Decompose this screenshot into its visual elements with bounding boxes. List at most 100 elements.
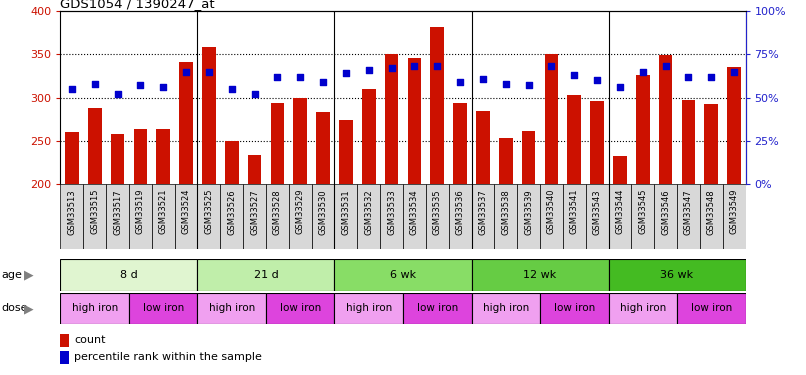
Point [636,69,649,75]
Bar [271,103,285,184]
Bar [704,104,718,184]
Point [362,67,375,73]
Bar [449,184,472,249]
Text: ▶: ▶ [24,302,34,315]
Bar [540,184,563,249]
Bar [545,54,559,184]
Bar [659,55,672,184]
Text: GSM33541: GSM33541 [570,189,579,234]
Point [613,84,626,90]
Bar [60,292,129,324]
Bar [334,292,403,324]
Bar [472,292,540,324]
Bar [65,132,79,184]
Text: GSM33536: GSM33536 [455,189,464,235]
Point [225,86,239,92]
Point [545,63,558,69]
Bar [334,184,357,249]
Text: GSM33537: GSM33537 [479,189,488,235]
Bar [129,184,152,249]
Bar [316,112,330,184]
Text: GSM33515: GSM33515 [90,189,99,234]
Point [385,65,398,71]
Bar [586,184,609,249]
Bar [243,184,266,249]
Text: age: age [2,270,23,280]
Text: low iron: low iron [143,303,184,313]
Point [704,74,717,80]
Text: 36 wk: 36 wk [660,270,694,280]
Text: high iron: high iron [346,303,392,313]
Bar [609,292,677,324]
Text: 21 d: 21 d [254,270,278,280]
Text: 12 wk: 12 wk [523,270,557,280]
Text: high iron: high iron [209,303,255,313]
Bar [110,134,124,184]
Bar [380,184,403,249]
Bar [472,259,609,291]
Text: GSM33526: GSM33526 [227,189,236,235]
Bar [677,184,700,249]
Text: GSM33534: GSM33534 [410,189,419,235]
Point [293,74,306,80]
Bar [197,184,220,249]
Bar [403,184,426,249]
Text: low iron: low iron [691,303,732,313]
Bar [700,184,723,249]
Text: dose: dose [2,303,28,313]
Text: GSM33539: GSM33539 [524,189,533,235]
Text: GSM33528: GSM33528 [273,189,282,235]
Text: high iron: high iron [483,303,529,313]
Bar [472,184,494,249]
Text: GSM33519: GSM33519 [136,189,145,234]
Bar [408,58,422,184]
Bar [266,184,289,249]
Bar [590,101,604,184]
Text: high iron: high iron [620,303,666,313]
Bar [60,259,197,291]
Bar [60,351,69,364]
Bar [156,129,170,184]
Text: high iron: high iron [72,303,118,313]
Bar [289,184,312,249]
Bar [60,184,83,249]
Bar [293,98,307,184]
Point [180,69,193,75]
Text: GSM33545: GSM33545 [638,189,647,234]
Text: GSM33531: GSM33531 [342,189,351,235]
Bar [631,184,654,249]
Bar [567,95,581,184]
Bar [476,111,490,184]
Point [567,72,580,78]
Bar [563,184,586,249]
Text: GSM33533: GSM33533 [387,189,396,235]
Bar [453,103,467,184]
Text: GSM33547: GSM33547 [684,189,693,235]
Text: GSM33525: GSM33525 [205,189,214,234]
Bar [60,334,69,347]
Bar [334,259,472,291]
Bar [636,75,650,184]
Bar [499,138,513,184]
Point [476,75,489,81]
Bar [266,292,334,324]
Text: GSM33538: GSM33538 [501,189,510,235]
Bar [357,184,380,249]
Bar [129,292,197,324]
Text: GSM33543: GSM33543 [592,189,601,235]
Text: GSM33521: GSM33521 [159,189,168,234]
Text: GSM33527: GSM33527 [250,189,259,235]
Text: GSM33513: GSM33513 [68,189,77,235]
Bar [106,184,129,249]
Text: count: count [74,335,106,345]
Bar [179,62,193,184]
Bar [613,156,627,184]
Point [339,70,352,76]
Bar [384,54,398,184]
Bar [175,184,197,249]
Point [111,91,124,97]
Point [659,63,672,69]
Point [454,79,467,85]
Point [728,69,741,75]
Bar [682,100,696,184]
